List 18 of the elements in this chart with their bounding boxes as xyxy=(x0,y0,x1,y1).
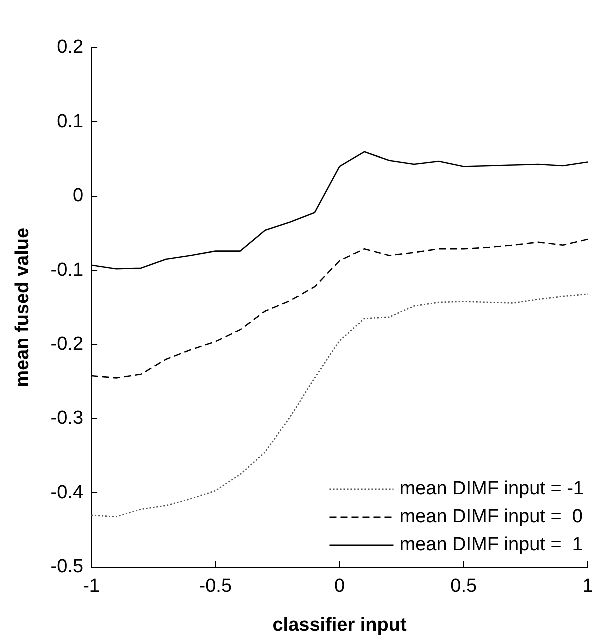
x-tick-label: 1 xyxy=(582,576,594,598)
x-tick-label: -0.5 xyxy=(199,576,232,598)
y-tick-label: -0.4 xyxy=(50,482,84,504)
y-tick-label: 0.2 xyxy=(57,37,84,58)
y-tick-label: -0.2 xyxy=(50,334,84,356)
x-tick-label: 0.5 xyxy=(450,576,478,598)
y-tick-label: -0.5 xyxy=(50,556,84,578)
y-tick-label: -0.1 xyxy=(50,260,84,281)
y-axis-title: mean fused value xyxy=(12,228,34,388)
legend-label: mean DIMF input = 0 xyxy=(400,506,583,528)
y-tick-label: 0 xyxy=(72,186,84,207)
y-tick-label: 0.1 xyxy=(57,111,84,132)
x-tick-label: 0 xyxy=(334,576,346,598)
x-tick-label: -1 xyxy=(83,576,100,598)
y-tick-label: -0.3 xyxy=(50,408,84,430)
x-axis-title: classifier input xyxy=(272,614,408,636)
legend-label: mean DIMF input = 1 xyxy=(400,534,583,556)
legend-label: mean DIMF input = -1 xyxy=(400,478,584,500)
